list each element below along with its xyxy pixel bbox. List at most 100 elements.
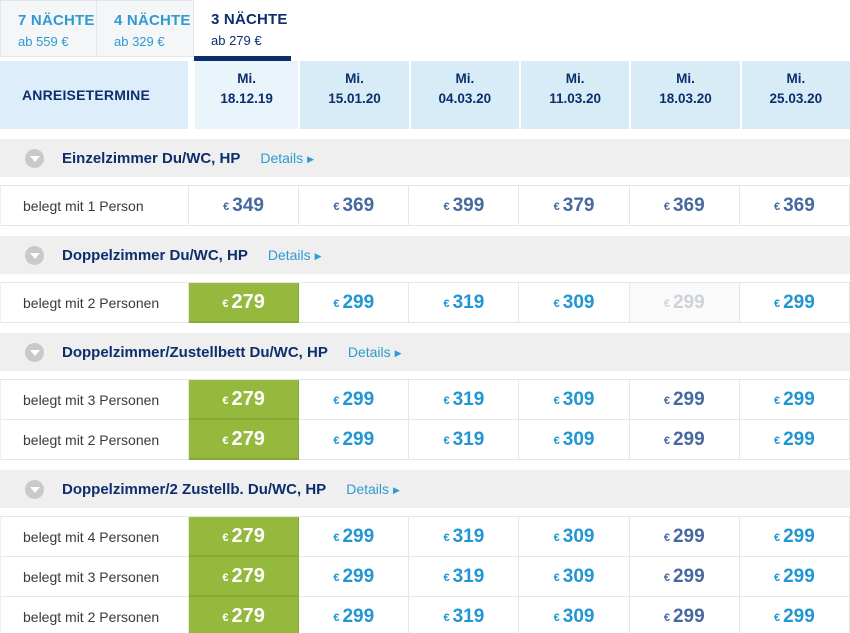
price-amount: 279 — [231, 524, 265, 547]
price-cell[interactable]: €349 — [189, 186, 300, 226]
euro-symbol: € — [222, 297, 229, 310]
price-amount: 319 — [452, 388, 485, 410]
price-cell[interactable]: €299 — [629, 420, 740, 460]
price-cell[interactable]: €279 — [189, 517, 300, 557]
price-cell[interactable]: €299 — [299, 283, 410, 323]
euro-symbol: € — [222, 394, 229, 407]
euro-symbol: € — [443, 611, 450, 624]
details-link[interactable]: Details ▶ — [260, 150, 315, 166]
price-cell[interactable]: €309 — [519, 597, 630, 633]
chevron-triangle — [29, 156, 40, 162]
price-cell[interactable]: €319 — [409, 380, 520, 420]
occupancy-label: belegt mit 3 Personen — [1, 557, 189, 597]
price-cell[interactable]: €309 — [519, 420, 630, 460]
chevron-down-icon[interactable] — [25, 148, 44, 168]
date-day: Mi. — [237, 71, 257, 87]
price-amount: 299 — [783, 525, 815, 547]
price-amount: 299 — [783, 291, 815, 313]
chevron-down-icon[interactable] — [25, 479, 44, 499]
price-cell[interactable]: €299 — [299, 420, 410, 460]
price-cell[interactable]: €299 — [739, 420, 850, 460]
euro-symbol: € — [333, 571, 340, 584]
price-cell[interactable]: €279 — [189, 557, 300, 597]
price-cell[interactable]: €299 — [629, 517, 740, 557]
euro-symbol: € — [553, 200, 560, 213]
price-cell[interactable]: €319 — [409, 283, 520, 323]
price-amount: 319 — [452, 291, 485, 313]
euro-symbol: € — [333, 611, 340, 624]
price-cell[interactable]: €299 — [299, 517, 410, 557]
price-cell[interactable]: €369 — [299, 186, 410, 226]
price-amount: 319 — [452, 525, 485, 547]
chevron-triangle — [29, 253, 40, 259]
price-cell[interactable]: €299 — [629, 380, 740, 420]
details-link[interactable]: Details ▶ — [347, 344, 402, 360]
euro-symbol: € — [443, 200, 450, 213]
price-cell[interactable]: €319 — [409, 420, 520, 460]
price-cell[interactable]: €279 — [189, 380, 300, 420]
price-cell[interactable]: €299 — [739, 380, 850, 420]
price-cell[interactable]: €319 — [409, 557, 520, 597]
price-cell[interactable]: €299 — [739, 597, 850, 633]
room-group-header: Doppelzimmer/Zustellbett Du/WC, HP Detail… — [0, 333, 850, 371]
price-value: €349 — [223, 195, 264, 217]
price-value: €309 — [554, 566, 595, 588]
euro-symbol: € — [222, 571, 229, 584]
table-row: belegt mit 2 Personen €279 €299 €319 €309 €29… — [1, 283, 850, 323]
price-cell[interactable]: €299 — [739, 517, 850, 557]
spacer — [0, 371, 850, 379]
price-cell[interactable]: €309 — [519, 517, 630, 557]
price-amount: 299 — [342, 428, 375, 450]
date-day: Mi. — [345, 71, 364, 87]
price-cell[interactable]: €319 — [409, 597, 520, 633]
price-amount: 379 — [562, 194, 595, 216]
price-cell[interactable]: €279 — [189, 283, 300, 323]
price-cell[interactable]: €319 — [409, 517, 520, 557]
tab-7-naechte[interactable]: 7 NÄCHTE ab 559 € — [0, 0, 97, 57]
euro-symbol: € — [773, 571, 781, 584]
euro-symbol: € — [553, 531, 560, 544]
euro-symbol: € — [663, 571, 670, 584]
price-cell[interactable]: €299 — [629, 597, 740, 633]
price-cell[interactable]: €299 — [739, 557, 850, 597]
spacer — [0, 508, 850, 516]
price-cell[interactable]: €299 — [299, 557, 410, 597]
price-cell[interactable]: €369 — [629, 186, 740, 226]
price-value: €369 — [774, 195, 815, 217]
euro-symbol: € — [223, 200, 230, 213]
price-cell[interactable]: €279 — [189, 420, 300, 460]
rows-block: belegt mit 4 Personen €279 €299 €319 €309 €29… — [0, 516, 850, 633]
euro-symbol: € — [333, 200, 340, 213]
price-cell[interactable]: €369 — [739, 186, 850, 226]
price-amount: 299 — [783, 428, 815, 450]
tab-4-naechte[interactable]: 4 NÄCHTE ab 329 € — [97, 0, 194, 57]
price-value: €299 — [664, 292, 705, 314]
price-cell[interactable]: €309 — [519, 380, 630, 420]
tab-3-naechte-active[interactable]: 3 NÄCHTE ab 279 € — [194, 0, 291, 61]
price-value: €279 — [222, 565, 265, 588]
price-cell[interactable]: €299 — [299, 597, 410, 633]
price-cell[interactable]: €299 — [299, 380, 410, 420]
euro-symbol: € — [663, 531, 670, 544]
price-cell[interactable]: €309 — [519, 557, 630, 597]
price-cell[interactable]: €279 — [189, 597, 300, 633]
price-cell[interactable]: €299 — [739, 283, 850, 323]
price-value: €299 — [333, 389, 374, 411]
price-cell[interactable]: €299 — [629, 557, 740, 597]
price-cell[interactable]: €379 — [519, 186, 630, 226]
price-value: €299 — [333, 566, 374, 588]
details-link[interactable]: Details ▶ — [267, 247, 322, 263]
price-value: €319 — [443, 566, 484, 588]
price-amount: 299 — [342, 525, 375, 547]
price-cell[interactable]: €399 — [409, 186, 520, 226]
euro-symbol: € — [773, 394, 781, 407]
chevron-triangle — [29, 487, 40, 493]
chevron-down-icon[interactable] — [25, 342, 44, 362]
price-cell[interactable]: €309 — [519, 283, 630, 323]
details-link[interactable]: Details ▶ — [346, 481, 400, 497]
rows-block: belegt mit 3 Personen €279 €299 €319 €309 €29… — [0, 379, 850, 460]
price-amount: 299 — [342, 605, 375, 627]
chevron-down-icon[interactable] — [25, 245, 44, 265]
price-amount: 309 — [562, 291, 595, 313]
occupancy-label: belegt mit 2 Personen — [1, 597, 189, 633]
